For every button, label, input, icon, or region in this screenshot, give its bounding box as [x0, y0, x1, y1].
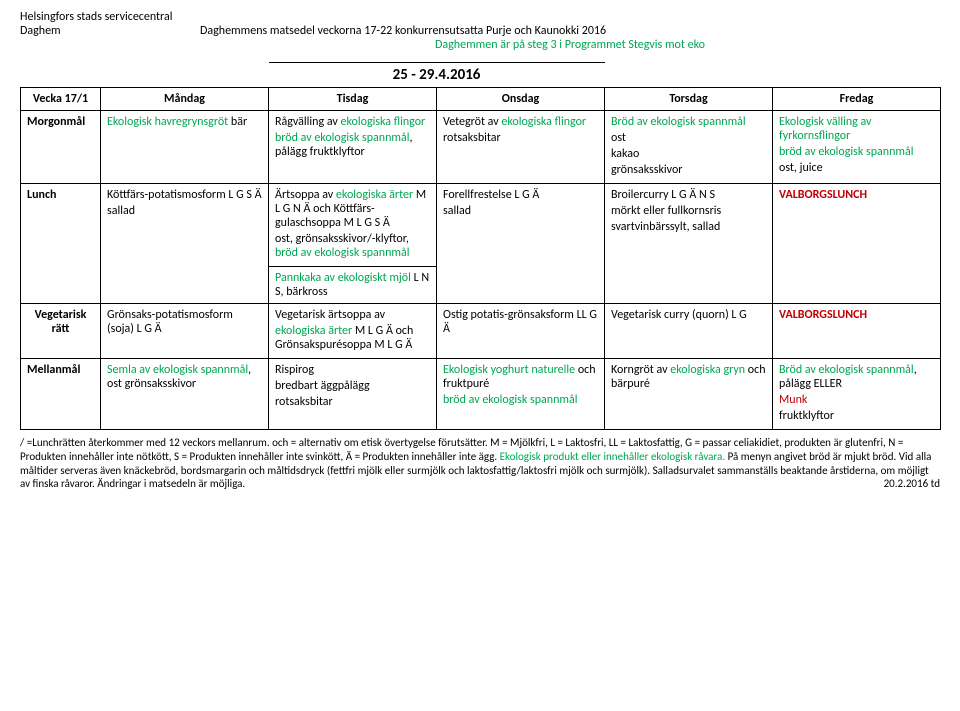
- cell-text: Rågvälling av: [275, 115, 341, 129]
- cell-text: Broilercurry L G Ä N S: [611, 188, 766, 202]
- col-mon: Måndag: [101, 88, 269, 111]
- cell-text: rotsaksbitar: [443, 131, 598, 145]
- cell-text: kakao: [611, 147, 766, 161]
- cell-text: Ekologisk yoghurt naturelle: [443, 363, 578, 377]
- cell-text: rotsaksbitar: [275, 395, 430, 409]
- cell-text: Korngröt av: [611, 363, 670, 377]
- col-thu: Torsdag: [605, 88, 773, 111]
- col-fri: Fredag: [773, 88, 941, 111]
- cell-text: ekologiska flingor: [501, 115, 586, 129]
- cell-text: Bröd av ekologisk spannmål: [611, 115, 766, 129]
- row-mellan: Mellanmål Semla av ekologisk spannmål, o…: [21, 359, 941, 430]
- footnote-date: 20.2.2016 td: [884, 477, 940, 491]
- cell-text: Grönsaks-potatismosform (soja) L G Ä: [101, 304, 269, 359]
- col-week: Vecka 17/1: [21, 88, 101, 111]
- menu-table: 25 - 29.4.2016 Vecka 17/1 Måndag Tisdag …: [20, 62, 941, 430]
- row-morgon: Morgonmål Ekologisk havregrynsgröt bär R…: [21, 111, 941, 184]
- cell-text: Munk: [779, 393, 934, 407]
- cell-text: bröd av ekologisk spannmål: [779, 145, 934, 159]
- cell-text: Vetegröt av: [443, 115, 501, 129]
- cell-text: Ekologisk havregrynsgröt: [107, 115, 228, 129]
- row-lunch-label: Lunch: [21, 184, 101, 304]
- cell-text: Köttfärs-potatismosform L G S Ä: [107, 188, 262, 202]
- cell-text: ekologiska flingor: [341, 115, 426, 129]
- cell-text: ekologiska ärter: [275, 324, 355, 338]
- header-org: Helsingfors stads servicecentral: [20, 10, 940, 24]
- cell-text: ekologiska ärter: [336, 188, 416, 202]
- cell-text: bröd av ekologisk spannmål: [443, 393, 598, 407]
- cell-text: bröd av ekologisk spannmål: [275, 246, 409, 260]
- cell-text: bröd av ekologisk spannmål: [275, 131, 409, 145]
- cell-text: grönsaksskivor: [611, 163, 766, 177]
- header-unit: Daghem: [20, 24, 200, 52]
- cell-text: sallad: [107, 204, 262, 218]
- row-lunch: Lunch Köttfärs-potatismosform L G S Ä sa…: [21, 184, 941, 267]
- cell-text: Ärtsoppa av: [275, 188, 336, 202]
- row-veg: Vegetarisk rätt Grönsaks-potatismosform …: [21, 304, 941, 359]
- cell-text: bär: [228, 115, 247, 129]
- cell-text: Vegetarisk curry (quorn) L G: [605, 304, 773, 359]
- cell-text: ost: [611, 131, 766, 145]
- cell-text: Ostig potatis-grönsaksform LL G Ä: [437, 304, 605, 359]
- cell-text: mörkt eller fullkornsris: [611, 204, 766, 218]
- cell-text: VALBORGSLUNCH: [773, 184, 941, 304]
- col-wed: Onsdag: [437, 88, 605, 111]
- row-morgon-label: Morgonmål: [21, 111, 101, 184]
- cell-text: Bröd av ekologisk spannmål: [779, 363, 914, 377]
- doc-subtitle: Daghemmen är på steg 3 i Programmet Steg…: [200, 38, 940, 52]
- cell-text: VALBORGSLUNCH: [773, 304, 941, 359]
- cell-text: ost, grönsaksskivor/-klyftor,: [275, 232, 409, 246]
- cell-text: Semla av ekologisk spannmål: [107, 363, 248, 377]
- cell-text: sallad: [443, 204, 598, 218]
- cell-text: Forellfrestelse L G Ä: [443, 188, 598, 202]
- cell-text: ekologiska gryn: [670, 363, 748, 377]
- cell-text: Rispirog: [275, 363, 430, 377]
- cell-text: fruktklyftor: [779, 409, 934, 423]
- date-range: 25 - 29.4.2016: [393, 66, 481, 84]
- col-tue: Tisdag: [269, 88, 437, 111]
- cell-text: svartvinbärssylt, sallad: [611, 220, 766, 234]
- cell-text: Pannkaka av ekologiskt mjöl: [275, 271, 414, 285]
- doc-title: Daghemmens matsedel veckorna 17-22 konku…: [200, 24, 940, 38]
- footnote-text: Ekologisk produkt eller innehåller ekolo…: [500, 450, 725, 463]
- cell-text: ost, juice: [779, 161, 934, 175]
- footnote: / =Lunchrätten återkommer med 12 veckors…: [20, 436, 940, 491]
- cell-text: Vegetarisk ärtsoppa av: [275, 308, 385, 322]
- cell-text: Ekologisk välling av fyrkornsflingor: [779, 115, 934, 143]
- row-veg-label: Vegetarisk rätt: [21, 304, 101, 359]
- cell-text: bredbart äggpålägg: [275, 379, 430, 393]
- row-mellan-label: Mellanmål: [21, 359, 101, 430]
